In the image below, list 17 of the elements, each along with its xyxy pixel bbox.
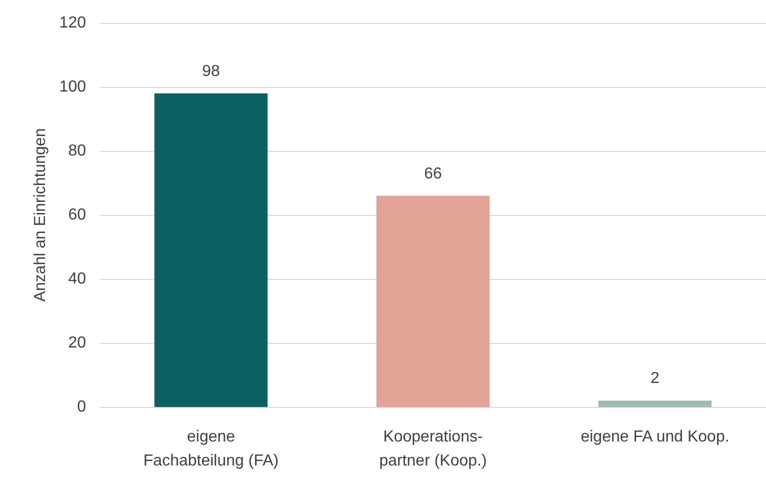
bar [598,400,712,407]
x-tick-label: Kooperations-partner (Koop.) [379,428,487,470]
data-label: 2 [650,370,660,388]
x-tick-label: eigene FA und Koop. [580,428,730,446]
bar [154,93,268,407]
data-label: 98 [202,62,220,80]
y-tick-label: 100 [59,78,86,96]
y-tick-label: 80 [68,142,86,160]
bar [376,196,490,407]
y-axis-title: Anzahl an Einrichtungen [32,128,49,302]
y-tick-label: 0 [77,398,86,416]
y-tick-label: 120 [59,14,86,32]
y-tick-label: 40 [68,270,86,288]
y-tick-label: 60 [68,206,86,224]
data-label: 66 [424,165,442,182]
y-tick-label: 20 [68,334,86,352]
x-tick-label: eigene Fachabteilung (FA) [143,428,279,470]
